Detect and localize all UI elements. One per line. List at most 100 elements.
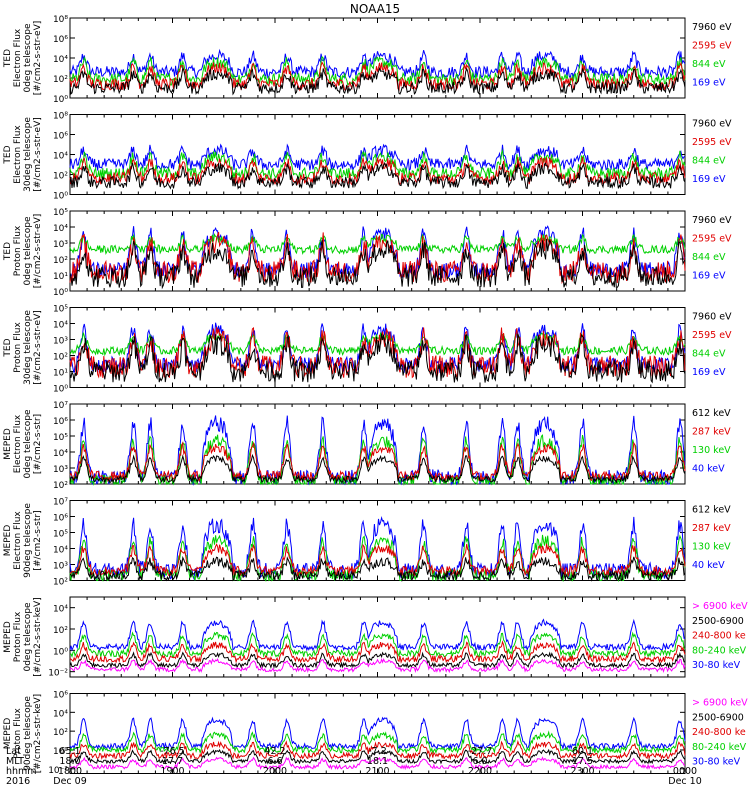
y-tick-label: 10⁴ <box>53 605 68 615</box>
legend-entry: 287 keV <box>692 523 731 534</box>
y-tick-label: 10⁻² <box>48 766 68 776</box>
y-tick-label: 10² <box>53 172 68 182</box>
y-axis-label: MEPEDProton Flux90deg telescope[#/cm2-s-… <box>3 694 43 773</box>
y-tick-label: 10³ <box>53 465 68 475</box>
time-tick-label: 6.6 <box>267 756 282 767</box>
series-line <box>69 631 686 659</box>
legend-entry: 2595 eV <box>692 137 732 148</box>
series-line <box>69 238 686 290</box>
series-line <box>69 143 686 173</box>
series-line <box>69 232 686 256</box>
legend-entry: 169 eV <box>692 78 726 89</box>
y-tick-label: 10⁸ <box>53 112 68 122</box>
panel-4: 10⁰ 10¹ 10² 10³ 10⁴ 10⁵ TEDProton Flux30deg te… <box>3 305 732 395</box>
series-line <box>69 739 686 761</box>
y-tick-label: 10⁵ <box>53 530 68 540</box>
y-tick-label: 10³ <box>53 562 68 572</box>
y-tick-label: 10² <box>53 353 68 363</box>
panel-8: 10⁻² 10⁰ 10² 10⁴ 10⁶ MEPEDProton Flux90deg te… <box>3 691 748 776</box>
time-tick-label: 2200 <box>468 766 492 777</box>
series-line <box>69 618 686 652</box>
y-axis-label: MEPEDElectron Flux0deg telescope[#/cm2-s… <box>3 409 43 479</box>
series-line <box>69 748 686 765</box>
time-tick-label: Dec 10 <box>668 776 702 787</box>
series-line <box>69 434 686 486</box>
y-tick-label: 10⁴ <box>53 224 68 234</box>
time-tick-label: 18.1 <box>367 756 388 767</box>
time-tick-label: 1800 <box>58 766 82 777</box>
legend-entry: > 6900 keV <box>692 698 748 709</box>
legend-entry: 169 eV <box>692 174 726 185</box>
series-line <box>69 161 686 190</box>
y-tick-label: 10² <box>53 578 68 588</box>
legend-entry: 40 keV <box>692 560 725 571</box>
y-tick-label: 10³ <box>53 337 68 347</box>
y-tick-label: 10⁷ <box>53 498 68 508</box>
series-line <box>69 555 686 583</box>
legend-entry: 612 keV <box>692 408 731 419</box>
legend-entry: 2595 eV <box>692 330 732 341</box>
time-tick-label: -27.7 <box>468 746 493 757</box>
legend-entry: 40 keV <box>692 464 725 475</box>
panel-1: 10⁰ 10² 10⁴ 10⁶ 10⁸ TEDElectron Flux0deg tele… <box>3 15 732 105</box>
legend-entry: 2595 eV <box>692 41 732 52</box>
series-line <box>69 322 686 373</box>
series-line <box>69 657 686 674</box>
panel-2: 10⁰ 10² 10⁴ 10⁶ 10⁸ TEDElectron Flux30deg tel… <box>3 112 732 202</box>
chart-title: NOAA15 <box>350 2 400 16</box>
legend-entry: 80-240 keV <box>692 645 747 656</box>
y-tick-label: 10⁰ <box>53 95 68 105</box>
series-line <box>69 66 686 96</box>
time-row-label: hhmm <box>6 766 37 777</box>
y-axis-label: MEPEDElectron Flux90deg telescope[#/cm2-… <box>3 503 43 578</box>
series-line <box>69 756 686 771</box>
y-tick-label: 10⁶ <box>53 417 68 427</box>
y-tick-label: 10⁴ <box>53 321 68 331</box>
y-tick-label: 10⁶ <box>53 35 68 45</box>
y-tick-label: 10⁴ <box>53 709 68 719</box>
series-line <box>69 453 686 485</box>
y-axis-label: TEDProton Flux30deg telescope[#/cm2-s-st… <box>3 310 43 385</box>
y-tick-label: 10⁰ <box>53 192 68 202</box>
panel-3: 10⁰ 10¹ 10² 10³ 10⁴ 10⁵ TEDProton Flux0deg tel… <box>3 208 732 298</box>
y-tick-label: 10⁵ <box>53 305 68 315</box>
time-tick-label: 18.0 <box>59 756 80 767</box>
legend-entry: 7960 eV <box>692 312 732 323</box>
series-line <box>69 61 686 92</box>
legend-entry: 169 eV <box>692 367 726 378</box>
legend-entry: 612 keV <box>692 505 731 516</box>
time-tick-label: 42.2 <box>264 746 285 757</box>
y-tick-label: 10⁶ <box>53 691 68 701</box>
legend-entry: 240-800 ke <box>692 631 746 642</box>
y-tick-label: 10⁻² <box>48 669 68 679</box>
y-tick-label: 10⁰ <box>53 385 68 395</box>
y-tick-label: 10⁰ <box>53 647 68 657</box>
y-tick-label: 10⁶ <box>53 514 68 524</box>
series-line <box>69 640 686 664</box>
series-line <box>69 231 686 285</box>
y-tick-label: 10⁴ <box>53 55 68 65</box>
y-tick-label: 10⁷ <box>53 401 68 411</box>
legend-entry: 30-80 keV <box>692 757 741 768</box>
legend-entry: 844 eV <box>692 252 726 263</box>
legend-entry: 844 eV <box>692 156 726 167</box>
series-line <box>69 225 686 280</box>
y-tick-label: 10⁶ <box>53 132 68 142</box>
y-axis-label: TEDProton Flux0deg telescope[#/cm2-s-str… <box>3 214 43 289</box>
legend-entry: 7960 eV <box>692 215 732 226</box>
y-tick-label: 10² <box>53 256 68 266</box>
time-row-label: Lat <box>6 746 21 757</box>
legend-entry: 169 eV <box>692 271 726 282</box>
y-tick-label: 10⁵ <box>53 208 68 218</box>
y-axis-label: TEDElectron Flux0deg telescope[#/cm2-s-s… <box>3 21 43 96</box>
legend-entry: 130 keV <box>692 445 731 456</box>
time-tick-label: 2100 <box>365 766 389 777</box>
time-tick-label: 17.7 <box>162 756 183 767</box>
legend-entry: 2500-6900 <box>692 616 744 627</box>
y-tick-label: 10² <box>53 626 68 636</box>
series-line <box>69 48 686 80</box>
y-tick-label: 10⁸ <box>53 15 68 25</box>
y-tick-label: 10² <box>53 481 68 491</box>
